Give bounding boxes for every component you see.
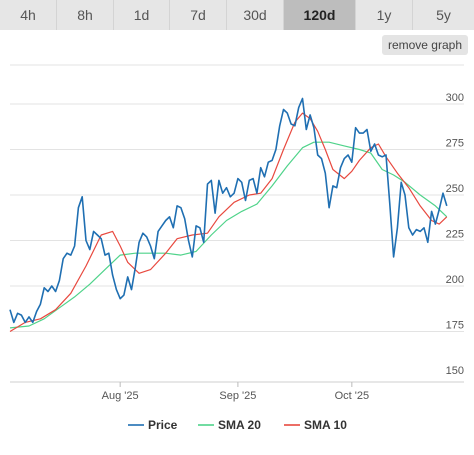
tab-120d[interactable]: 120d [284, 0, 356, 30]
tab-1d[interactable]: 1d [114, 0, 170, 30]
x-tick-label: Oct '25 [335, 390, 370, 402]
tab-8h[interactable]: 8h [57, 0, 114, 30]
series-line-sma-10 [9, 112, 448, 333]
x-tick-label: Aug '25 [102, 390, 139, 402]
range-tab-bar: 4h 8h 1d 7d 30d 120d 1y 5y [0, 0, 474, 30]
tab-30d[interactable]: 30d [227, 0, 284, 30]
series-line-sma-20 [9, 141, 448, 329]
tab-1y[interactable]: 1y [356, 0, 413, 30]
y-tick-label: 250 [446, 183, 464, 195]
y-tick-label: 300 [446, 92, 464, 104]
legend-label: SMA 10 [304, 418, 347, 432]
legend-label: Price [148, 418, 178, 432]
tab-7d[interactable]: 7d [170, 0, 227, 30]
x-tick-label: Sep '25 [219, 390, 256, 402]
y-tick-label: 150 [446, 365, 464, 377]
y-tick-label: 200 [446, 274, 464, 286]
y-tick-label: 175 [446, 320, 464, 332]
remove-graph-button[interactable]: remove graph [381, 35, 468, 55]
tab-4h[interactable]: 4h [0, 0, 57, 30]
y-tick-label: 275 [446, 138, 464, 150]
y-tick-label: 225 [446, 229, 464, 241]
tab-5y[interactable]: 5y [413, 0, 474, 30]
legend-label: SMA 20 [218, 418, 261, 432]
series-line-price [9, 97, 448, 324]
